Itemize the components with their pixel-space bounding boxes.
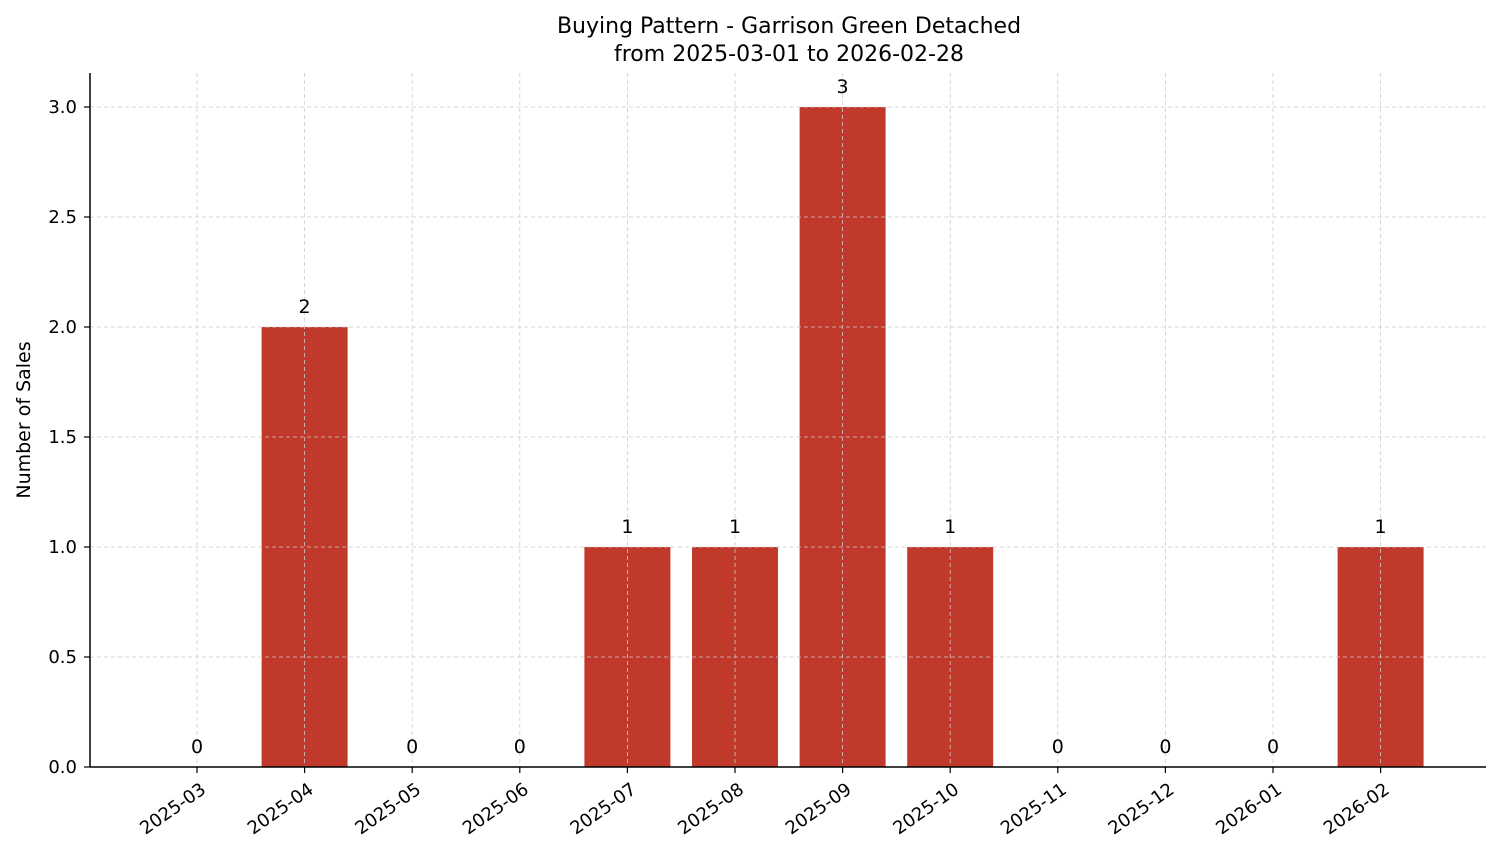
- x-ticks: 2025-03 2025-04 2025-05 2025-06 2025-07 2025-…: [136, 767, 1393, 839]
- data-label: 0: [1267, 736, 1279, 758]
- y-tick-label: 2.5: [48, 207, 77, 228]
- data-label: 0: [1052, 736, 1064, 758]
- y-tick-label: 0.0: [48, 757, 77, 778]
- data-label: 3: [837, 76, 849, 98]
- data-label: 0: [514, 736, 526, 758]
- x-tick-label: 2025-05: [351, 779, 425, 839]
- data-labels: 0 2 0 0 1 1 3 1 0 0 0 1: [191, 76, 1387, 758]
- x-tick-label: 2025-09: [782, 779, 856, 839]
- y-tick-label: 0.5: [48, 647, 77, 668]
- x-tick-label: 2025-03: [136, 779, 210, 839]
- y-tick-label: 1.0: [48, 537, 77, 558]
- y-tick-label: 3.0: [48, 97, 77, 118]
- x-tick-label: 2025-04: [244, 779, 318, 839]
- chart-title: Buying Pattern - Garrison Green Detached: [557, 14, 1021, 39]
- y-axis-label: Number of Sales: [13, 341, 35, 498]
- x-tick-label: 2025-06: [459, 779, 533, 839]
- x-tick-label: 2026-02: [1320, 779, 1394, 839]
- x-tick-label: 2025-12: [1105, 779, 1179, 839]
- chart-subtitle: from 2025-03-01 to 2026-02-28: [614, 42, 964, 67]
- y-tick-label: 2.0: [48, 317, 77, 338]
- x-tick-label: 2025-11: [997, 779, 1071, 839]
- data-label: 1: [729, 516, 741, 538]
- grid-lines: [90, 73, 1486, 767]
- data-label: 0: [191, 736, 203, 758]
- data-label: 1: [1375, 516, 1387, 538]
- data-label: 0: [1159, 736, 1171, 758]
- x-tick-label: 2025-10: [889, 779, 963, 839]
- x-tick-label: 2026-01: [1212, 779, 1286, 839]
- data-label: 0: [406, 736, 418, 758]
- x-tick-label: 2025-07: [567, 779, 641, 839]
- data-label: 1: [621, 516, 633, 538]
- data-label: 2: [299, 296, 311, 318]
- y-ticks: 0.0 0.5 1.0 1.5 2.0 2.5 3.0: [48, 97, 90, 778]
- x-tick-label: 2025-08: [674, 779, 748, 839]
- y-tick-label: 1.5: [48, 427, 77, 448]
- axes: [89, 73, 1486, 768]
- data-label: 1: [944, 516, 956, 538]
